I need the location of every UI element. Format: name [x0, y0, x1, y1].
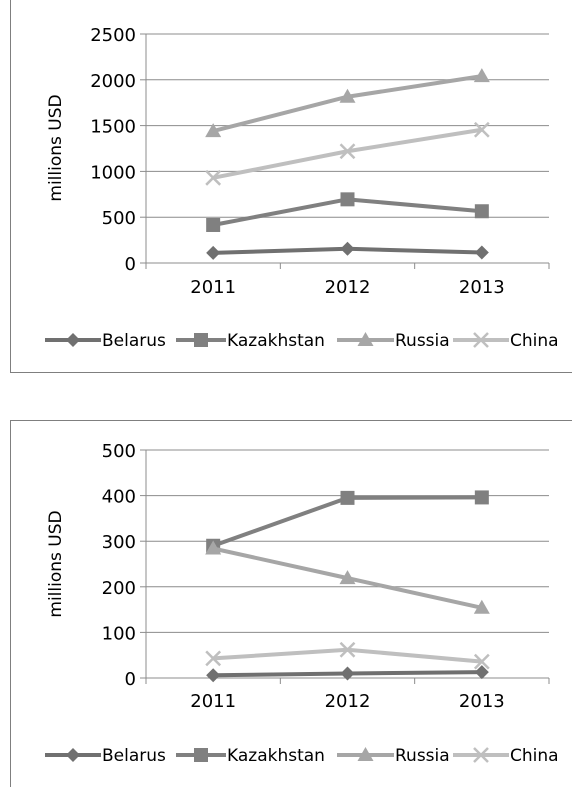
data-point-russia — [473, 68, 490, 83]
data-point-china — [339, 641, 356, 658]
chart-panel-2: 0 100 200 300 400 500 2011 2012 2013 millions USD… — [10, 420, 572, 787]
legend-marker-belarus — [66, 333, 80, 347]
series-line-russia — [212, 74, 483, 134]
x-tick-label: 2012 — [325, 277, 371, 298]
chart-panel-1: 0 500 1000 1500 2000 2500 2011 2012 2013 millions… — [10, 0, 572, 373]
data-point-china — [473, 121, 490, 138]
legend-label-belarus: Belarus — [102, 746, 166, 766]
y-tick-label: 300 — [102, 532, 136, 553]
y-tick-label: 500 — [102, 441, 136, 462]
legend-label-china: China — [510, 331, 559, 351]
data-point-china — [205, 650, 222, 667]
series-line-china — [213, 647, 483, 664]
x-tick-label: 2013 — [459, 691, 505, 712]
data-point-kazakhstan — [340, 490, 355, 505]
x-tick-label: 2012 — [325, 691, 371, 712]
data-point-china — [339, 143, 356, 160]
y-tick-label: 0 — [125, 254, 136, 275]
y-tick-label: 2500 — [90, 25, 136, 46]
data-point-belarus — [474, 665, 489, 680]
y-tick-label: 1500 — [90, 117, 136, 138]
x-tick-label: 2011 — [190, 277, 236, 298]
data-point-kazakhstan — [340, 192, 355, 207]
data-point-belarus — [206, 245, 221, 260]
x-tick-label: 2011 — [190, 691, 236, 712]
line-chart-2: 0 100 200 300 400 500 2011 2012 2013 millions USD… — [45, 441, 559, 766]
y-tick-label: 200 — [102, 578, 136, 599]
legend-label-kazakhstan: Kazakhstan — [227, 331, 325, 351]
legend-label-belarus: Belarus — [102, 331, 166, 351]
data-point-belarus — [206, 668, 221, 683]
data-point-china — [205, 169, 222, 186]
series-line-china — [212, 127, 483, 180]
y-tick-label: 400 — [102, 487, 136, 508]
data-point-russia — [205, 123, 222, 138]
y-tick-label: 500 — [102, 208, 136, 229]
data-point-russia — [339, 88, 356, 103]
legend-marker-russia — [357, 332, 374, 346]
data-point-russia — [339, 570, 356, 585]
data-point-russia — [473, 599, 490, 614]
legend-label-russia: Russia — [395, 331, 450, 351]
legend-label-china: China — [510, 746, 559, 766]
legend-marker-russia — [357, 747, 374, 761]
line-chart-1: 0 500 1000 1500 2000 2500 2011 2012 2013 millions… — [45, 25, 559, 351]
y-axis-label: millions USD — [46, 510, 66, 617]
data-point-belarus — [474, 245, 489, 260]
legend-marker-kazakhstan — [194, 333, 208, 347]
legend-marker-china — [473, 332, 489, 348]
y-tick-label: 0 — [125, 669, 136, 690]
x-tick-label: 2013 — [459, 277, 505, 298]
legend-label-kazakhstan: Kazakhstan — [227, 746, 325, 766]
legend-marker-belarus — [66, 748, 80, 762]
legend-marker-kazakhstan — [194, 748, 208, 762]
y-tick-label: 2000 — [90, 71, 136, 92]
legend-label-russia: Russia — [395, 746, 450, 766]
data-point-china — [473, 653, 490, 670]
data-point-kazakhstan — [474, 204, 489, 219]
y-tick-label: 1000 — [90, 162, 136, 183]
data-point-belarus — [340, 666, 355, 681]
y-tick-label: 100 — [102, 623, 136, 644]
data-point-belarus — [340, 241, 355, 256]
data-point-kazakhstan — [474, 490, 489, 505]
data-point-russia — [205, 540, 222, 555]
y-axis-label: millions USD — [46, 94, 66, 201]
data-point-kazakhstan — [206, 217, 221, 232]
legend-marker-china — [473, 747, 489, 763]
